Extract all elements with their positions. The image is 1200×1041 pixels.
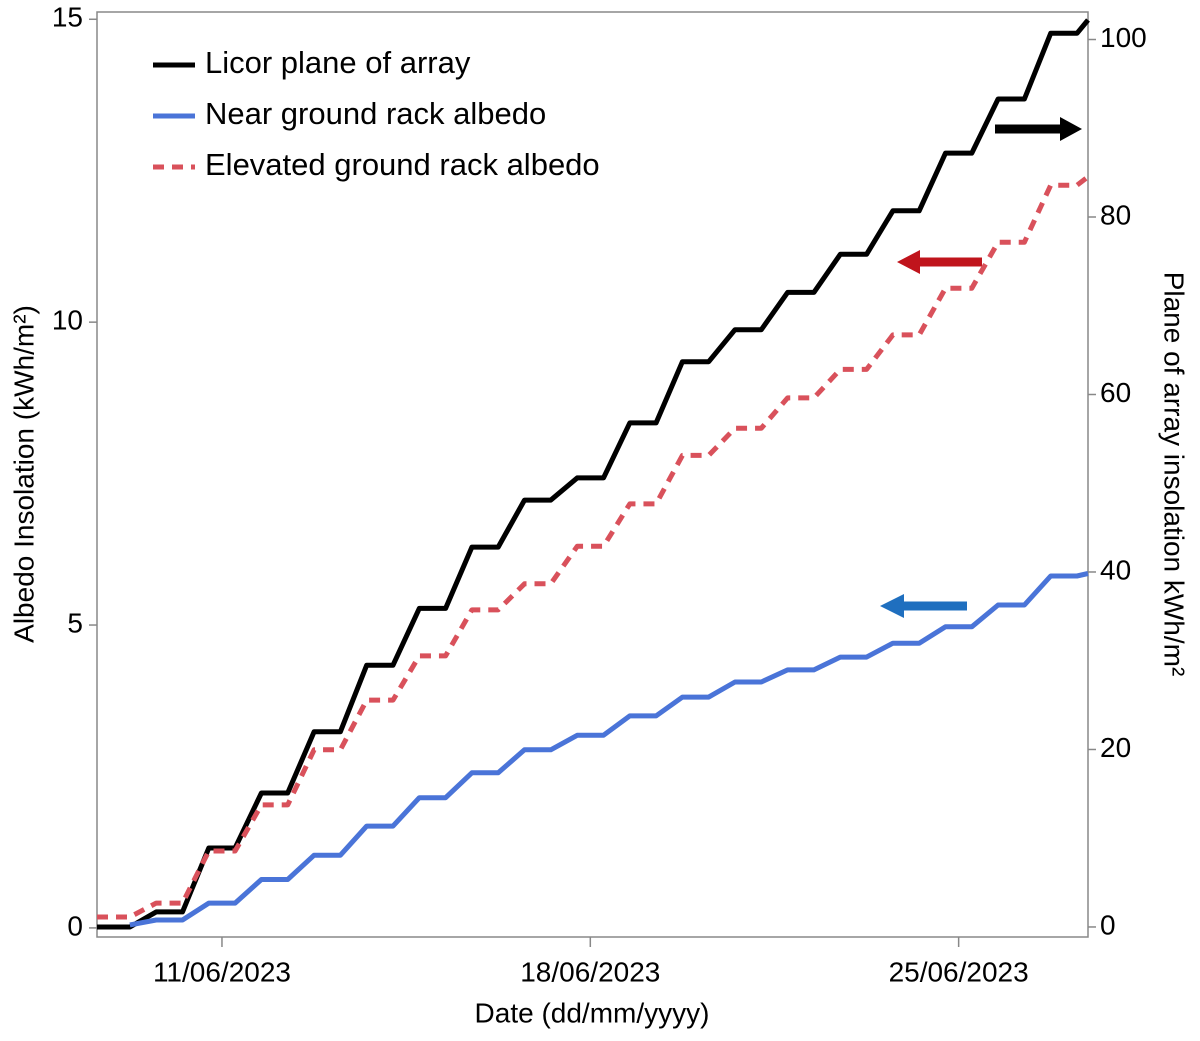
- x-tick-label: 25/06/2023: [889, 956, 1029, 987]
- arrows: [880, 117, 1082, 618]
- y2-tick-label: 20: [1100, 732, 1131, 763]
- y-tick-label: 15: [52, 2, 83, 33]
- legend-label: Licor plane of array: [205, 45, 471, 80]
- plot-frame: [96, 11, 1089, 938]
- arrow-head: [880, 594, 904, 618]
- y2-tick-label: 100: [1100, 22, 1147, 53]
- x-axis-label: Date (dd/mm/yyyy): [475, 997, 710, 1028]
- legend-label: Elevated ground rack albedo: [205, 147, 600, 182]
- y2-tick-label: 60: [1100, 377, 1131, 408]
- y2-tick-label: 40: [1100, 554, 1131, 585]
- arrow-head: [1060, 117, 1082, 141]
- y-axis-label: Albedo Insolation (kWh/m²): [8, 305, 39, 643]
- series-line: [97, 174, 1090, 920]
- y-tick-label: 0: [67, 910, 83, 941]
- y-tick-label: 10: [52, 305, 83, 336]
- y-tick-label: 5: [67, 607, 83, 638]
- y2-axis-label: Plane of array insolation kWh/m²: [1159, 272, 1190, 677]
- x-tick-label: 11/06/2023: [153, 956, 291, 987]
- x-tick-label: 18/06/2023: [520, 956, 660, 987]
- series-line: [97, 18, 1090, 930]
- legend-label: Near ground rack albedo: [205, 96, 546, 131]
- y2-tick-label: 80: [1100, 199, 1131, 230]
- series-line: [129, 571, 1089, 928]
- y2-tick-label: 0: [1100, 909, 1116, 940]
- arrow-head: [897, 250, 920, 274]
